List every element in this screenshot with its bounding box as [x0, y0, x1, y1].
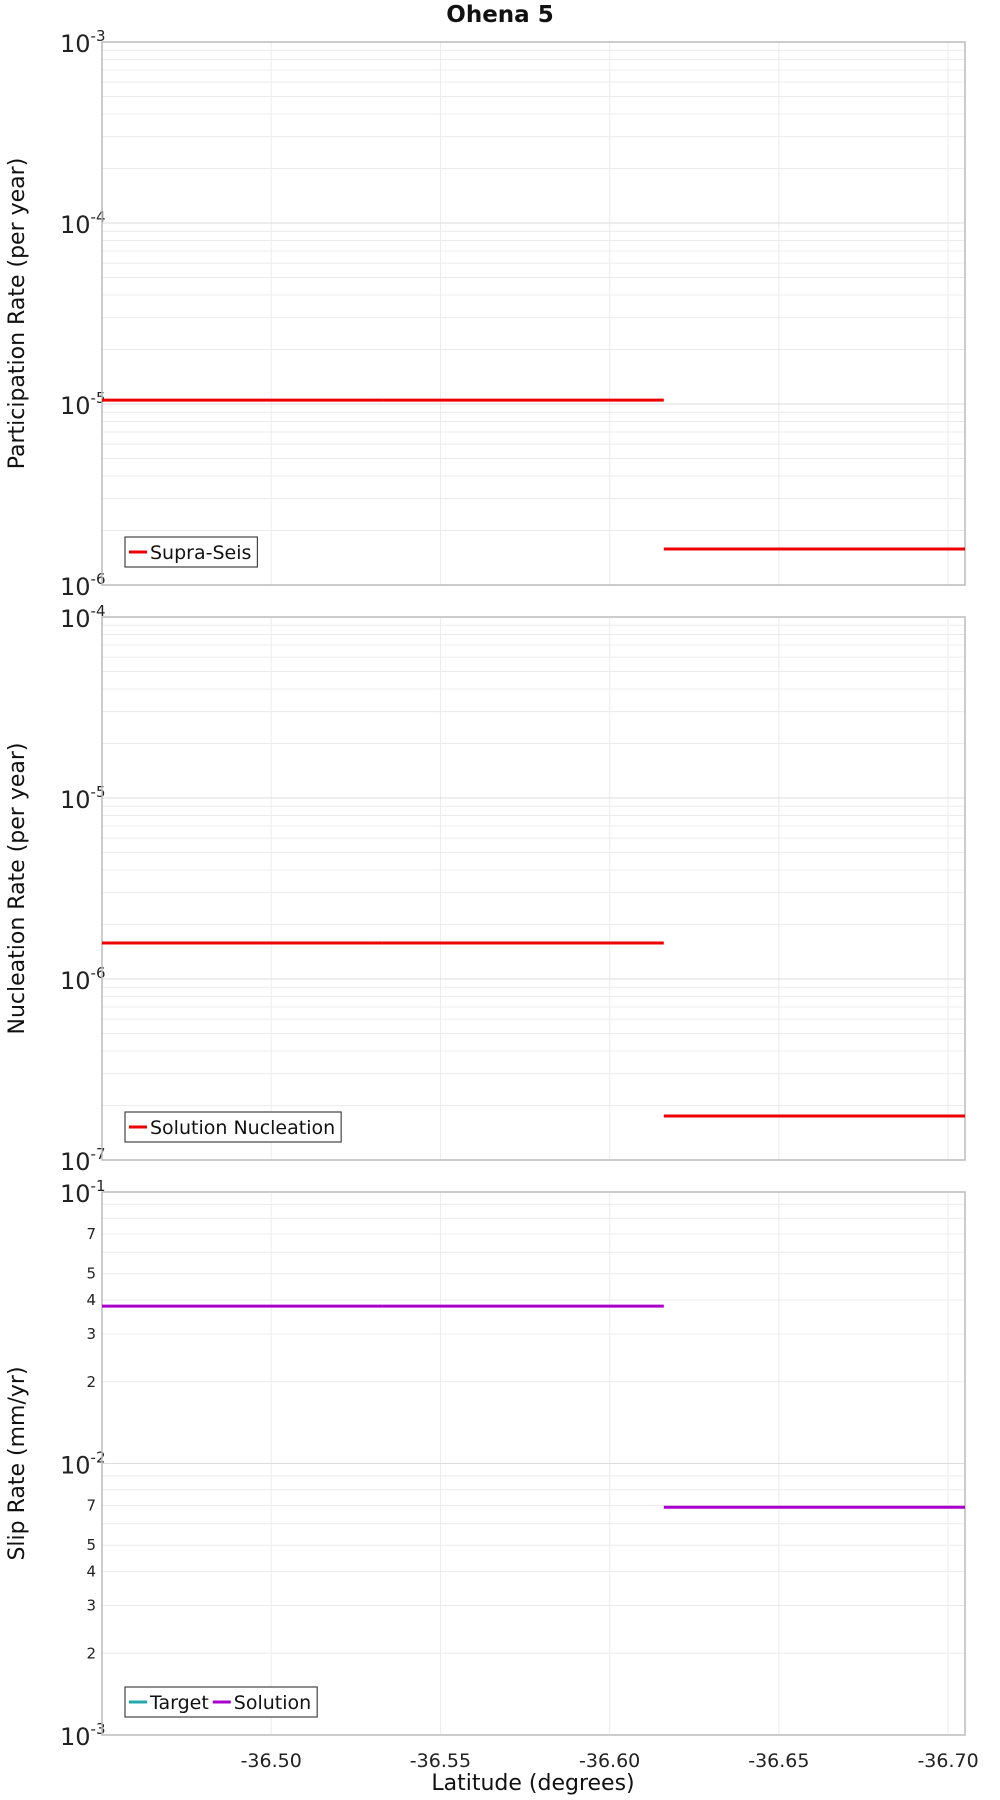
y-tick-label: 10-3	[60, 1720, 106, 1751]
y-tick-label: 10-4	[60, 602, 106, 633]
y-tick-base: 10	[60, 573, 91, 601]
y-tick-exponent: -6	[91, 964, 106, 982]
y-axis-label: Slip Rate (mm/yr)	[5, 1366, 30, 1560]
legend: Supra-Seis	[124, 536, 259, 568]
y-tick-label: 10-6	[60, 964, 106, 995]
y-minor-tick-label: 5	[86, 1536, 96, 1554]
y-minor-tick-label: 7	[86, 1497, 96, 1515]
y-tick-base: 10	[60, 211, 91, 239]
legend-label: Solution	[234, 1692, 311, 1714]
x-tick-label: -36.50	[241, 1750, 302, 1772]
y-tick-label: 10-3	[60, 27, 106, 58]
y-tick-exponent: -1	[91, 1177, 106, 1195]
plot-frame	[101, 616, 966, 1161]
y-tick-base: 10	[60, 967, 91, 995]
y-tick-base: 10	[60, 1180, 91, 1208]
x-tick-label: -36.55	[410, 1750, 471, 1772]
y-tick-label: 10-2	[60, 1449, 106, 1480]
y-tick-exponent: -4	[91, 602, 106, 620]
y-tick-exponent: -5	[91, 389, 106, 407]
y-minor-tick-label: 2	[86, 1644, 96, 1662]
legend: Solution Nucleation	[124, 1111, 342, 1143]
legend-label: Target	[149, 1692, 209, 1714]
plot-frame	[101, 41, 966, 586]
y-tick-exponent: -5	[91, 783, 106, 801]
y-tick-exponent: -4	[91, 208, 106, 226]
y-tick-base: 10	[60, 30, 91, 58]
y-minor-tick-label: 4	[86, 1563, 96, 1581]
y-tick-base: 10	[60, 1148, 91, 1176]
legend-label: Supra-Seis	[150, 542, 251, 564]
y-minor-tick-label: 3	[86, 1325, 96, 1343]
y-tick-label: 10-1	[60, 1177, 106, 1208]
y-tick-exponent: -3	[91, 27, 106, 45]
y-minor-tick-label: 7	[86, 1225, 96, 1243]
y-tick-base: 10	[60, 786, 91, 814]
y-minor-tick-label: 3	[86, 1596, 96, 1614]
y-tick-label: 10-5	[60, 389, 106, 420]
x-tick-label: -36.60	[579, 1750, 640, 1772]
legend-label: Solution Nucleation	[150, 1117, 335, 1139]
y-tick-base: 10	[60, 1452, 91, 1480]
y-minor-tick-label: 5	[86, 1265, 96, 1283]
y-tick-base: 10	[60, 392, 91, 420]
legend-box	[124, 1111, 342, 1143]
y-axis-label: Participation Rate (per year)	[5, 158, 30, 470]
x-axis-label: Latitude (degrees)	[431, 1771, 634, 1796]
y-tick-label: 10-7	[60, 1145, 106, 1176]
y-axis-label: Nucleation Rate (per year)	[5, 743, 30, 1035]
chart-title: Ohena 5	[446, 2, 553, 28]
legend-box	[124, 536, 259, 568]
legend: Target Solution	[124, 1686, 318, 1718]
plot-frame	[101, 1191, 966, 1736]
y-tick-base: 10	[60, 1723, 91, 1751]
y-tick-exponent: -2	[91, 1449, 106, 1467]
y-tick-label: 10-5	[60, 783, 106, 814]
x-tick-label: -36.65	[748, 1750, 809, 1772]
y-tick-label: 10-6	[60, 570, 106, 601]
y-minor-tick-label: 4	[86, 1291, 96, 1309]
x-tick-label: -36.70	[917, 1750, 978, 1772]
y-tick-base: 10	[60, 605, 91, 633]
y-tick-label: 10-4	[60, 208, 106, 239]
y-minor-tick-label: 2	[86, 1373, 96, 1391]
